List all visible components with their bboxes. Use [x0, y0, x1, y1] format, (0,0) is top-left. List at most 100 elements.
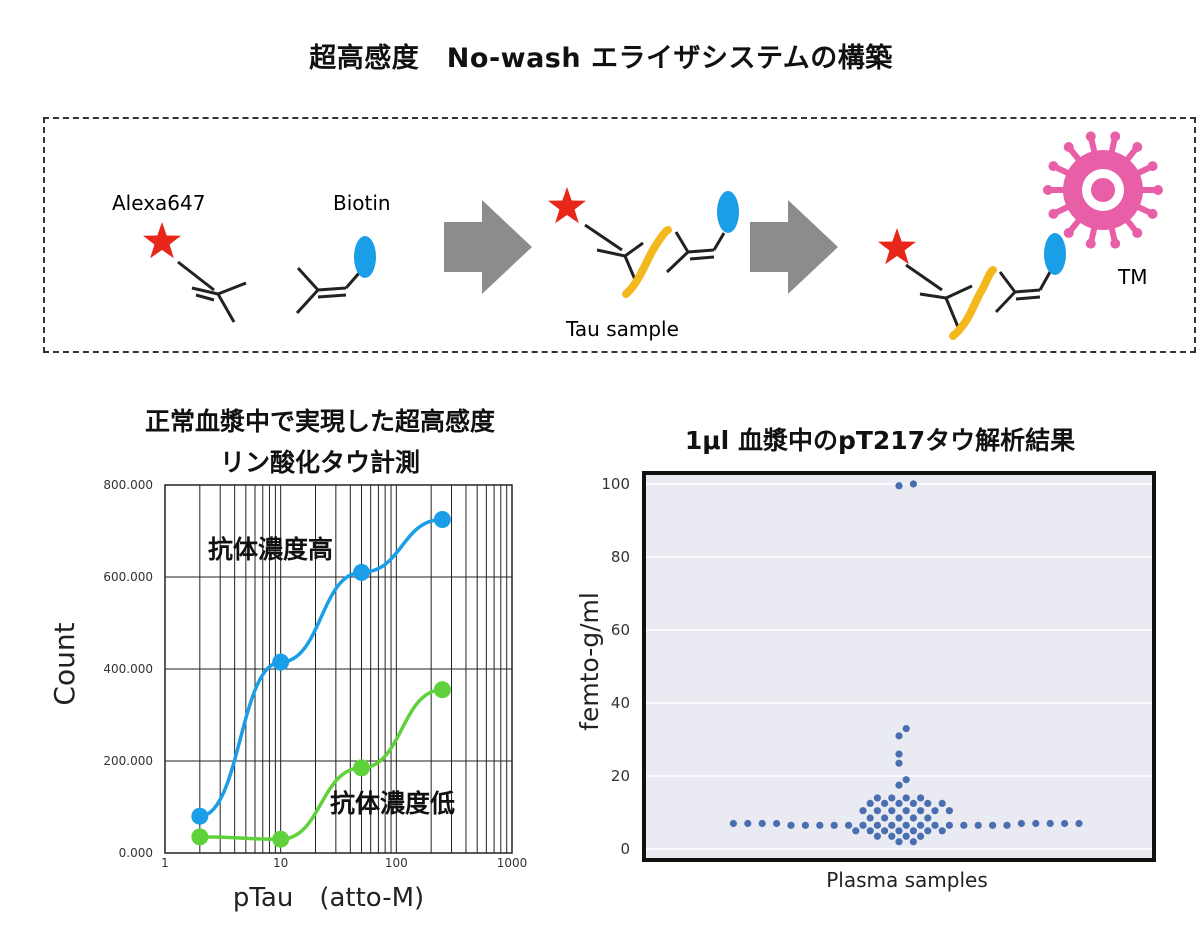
tm-spike-tip — [1132, 141, 1143, 152]
data-point — [902, 776, 910, 784]
data-point — [895, 838, 903, 846]
data-point — [744, 819, 752, 828]
data-point — [938, 799, 946, 808]
data-point — [353, 563, 371, 581]
tau-protein-icon — [622, 226, 672, 298]
y-tick-label: 200.000 — [103, 754, 153, 768]
data-point — [895, 799, 903, 808]
y-axis-label: Count — [48, 622, 81, 705]
schematic-diagram: Alexa647 Biotin Tau sample TM — [112, 131, 1163, 341]
data-point — [902, 807, 910, 815]
plot-frame — [642, 471, 1156, 862]
series-label: 抗体濃度高 — [208, 535, 333, 564]
y-tick-label: 400.000 — [103, 662, 153, 676]
data-point — [191, 828, 209, 846]
antibody-icon — [905, 263, 1052, 328]
right-swarm-chart: 0 20 40 60 80 100 Plasma samples femto-g/ml — [575, 471, 1156, 892]
data-point — [859, 807, 867, 815]
tm-spike-tip — [1063, 141, 1074, 152]
data-point — [1032, 819, 1040, 828]
y-tick-label: 80 — [611, 548, 630, 566]
data-point — [888, 821, 896, 829]
y-tick-label: 0.000 — [119, 846, 153, 860]
tm-label: TM — [1117, 265, 1147, 289]
antibody-icon — [295, 266, 362, 315]
biotin-icon — [1044, 233, 1066, 275]
data-point — [859, 821, 867, 829]
series-line — [199, 517, 443, 818]
data-point — [1046, 819, 1054, 828]
data-point — [272, 830, 290, 848]
data-point — [989, 821, 997, 829]
data-point — [888, 794, 896, 802]
data-point — [845, 821, 853, 829]
data-point — [729, 819, 737, 828]
data-point — [1003, 821, 1011, 829]
biotin-icon — [354, 236, 376, 278]
data-point — [909, 838, 917, 846]
data-point — [773, 819, 781, 828]
alexa-label: Alexa647 — [112, 191, 205, 215]
tm-spike-tip — [1110, 131, 1121, 142]
tau-protein-icon — [949, 266, 997, 340]
tm-spike-tip — [1147, 161, 1158, 172]
y-tick-label: 600.000 — [103, 570, 153, 584]
data-point — [895, 759, 903, 767]
data-point — [353, 759, 371, 777]
data-point — [938, 827, 946, 835]
data-point — [945, 821, 953, 829]
data-point — [881, 827, 889, 835]
data-point — [866, 827, 874, 835]
tm-core — [1091, 178, 1115, 202]
y-tick-label: 20 — [611, 767, 630, 785]
series-label: 抗体濃度低 — [330, 789, 455, 818]
data-point — [902, 832, 910, 840]
data-point — [191, 807, 209, 825]
alexa-star-icon — [548, 187, 586, 224]
alexa-star-icon — [878, 228, 916, 265]
data-point — [1075, 819, 1083, 828]
tm-spike-tip — [1110, 238, 1121, 249]
data-point — [974, 821, 982, 829]
arrow-icon — [750, 200, 838, 294]
y-axis-label: femto-g/ml — [575, 592, 604, 731]
data-point — [801, 821, 809, 829]
data-point — [917, 832, 925, 840]
data-point — [945, 807, 953, 815]
data-point — [1017, 819, 1025, 828]
x-axis-label: pTau (atto-M) — [233, 883, 424, 913]
schematic-panel — [43, 117, 1196, 353]
antibody-icon — [584, 223, 726, 283]
data-point — [909, 799, 917, 808]
data-point — [873, 821, 881, 829]
antibody-icon — [177, 260, 247, 323]
y-tick-label: 800.000 — [103, 478, 153, 492]
left-chart-title-line2: リン酸化タウ計測 — [219, 448, 420, 477]
tm-bead-icon — [1043, 131, 1163, 249]
tau-sample-label: Tau sample — [565, 317, 679, 341]
arrow-icon — [444, 200, 532, 294]
data-point — [895, 814, 903, 822]
data-point — [902, 821, 910, 829]
biotin-label: Biotin — [333, 191, 391, 215]
y-tick-label: 40 — [611, 694, 630, 712]
data-point — [888, 832, 896, 840]
right-chart-title: 1μl 血漿中のpT217タウ解析結果 — [684, 426, 1076, 455]
data-point — [866, 814, 874, 822]
data-point — [895, 750, 903, 758]
data-point — [433, 681, 451, 699]
data-point — [917, 821, 925, 829]
data-point — [895, 482, 903, 490]
data-point — [909, 827, 917, 835]
tm-spike-tip — [1043, 185, 1053, 195]
y-tick-label: 100 — [601, 475, 630, 493]
tm-spike-tip — [1085, 131, 1096, 142]
data-point — [924, 799, 932, 808]
data-point — [816, 821, 824, 829]
left-chart-title-line1: 正常血漿中で実現した超高感度 — [144, 407, 495, 436]
data-point — [902, 724, 910, 733]
tm-spike-tip — [1063, 228, 1074, 239]
page-title: 超高感度 No-wash エライザシステムの構築 — [309, 43, 893, 74]
x-tick-label: 1000 — [497, 856, 528, 870]
x-tick-label: 10 — [273, 856, 288, 870]
